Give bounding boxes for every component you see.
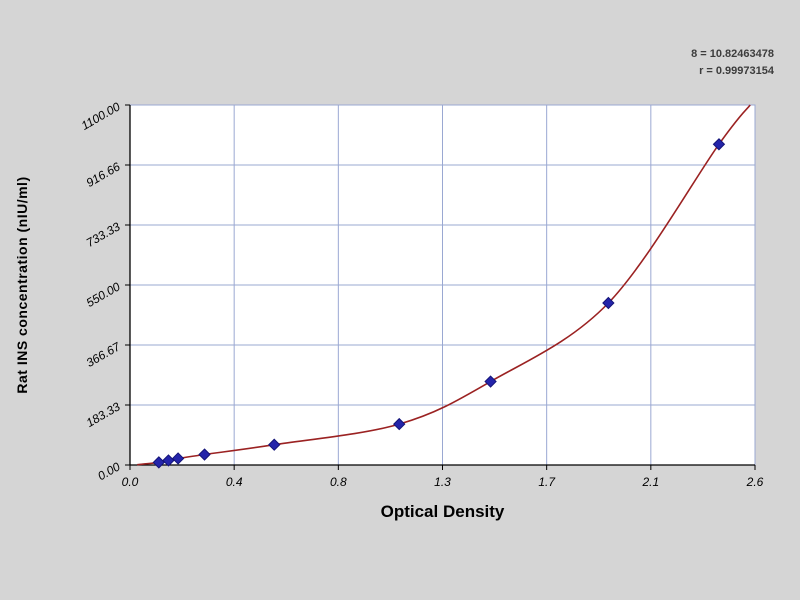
data-point	[602, 296, 615, 310]
y-tick-label: 183.33	[84, 399, 123, 430]
y-tick-label: 0.00	[95, 459, 123, 483]
x-axis-title: Optical Density	[380, 502, 505, 521]
fit-coefficient-text: 8 = 10.82463478	[691, 48, 774, 60]
data-point	[712, 138, 726, 151]
y-tick-label: 916.66	[84, 159, 123, 190]
x-tick-label: 2.6	[746, 475, 764, 489]
x-tick-label: 0.4	[226, 475, 243, 489]
x-tick-label: 0.8	[330, 475, 347, 489]
fit-annotation: 8 = 10.82463478 r = 0.99973154	[691, 46, 774, 80]
y-tick-label: 1100.00	[79, 99, 123, 133]
x-tick-label: 2.1	[641, 475, 659, 489]
x-tick-label: 1.3	[434, 475, 451, 489]
data-point	[484, 375, 497, 388]
data-point	[171, 452, 185, 465]
fit-correlation-text: r = 0.99973154	[699, 65, 774, 78]
data-point	[268, 438, 281, 451]
x-tick-label: 0.0	[122, 475, 139, 489]
y-tick-label: 366.67	[84, 339, 124, 370]
y-tick-label: 733.33	[84, 219, 123, 250]
x-tick-label: 1.7	[538, 475, 556, 489]
data-point	[198, 448, 211, 461]
data-point	[393, 417, 406, 431]
y-tick-label: 550.00	[84, 279, 123, 310]
